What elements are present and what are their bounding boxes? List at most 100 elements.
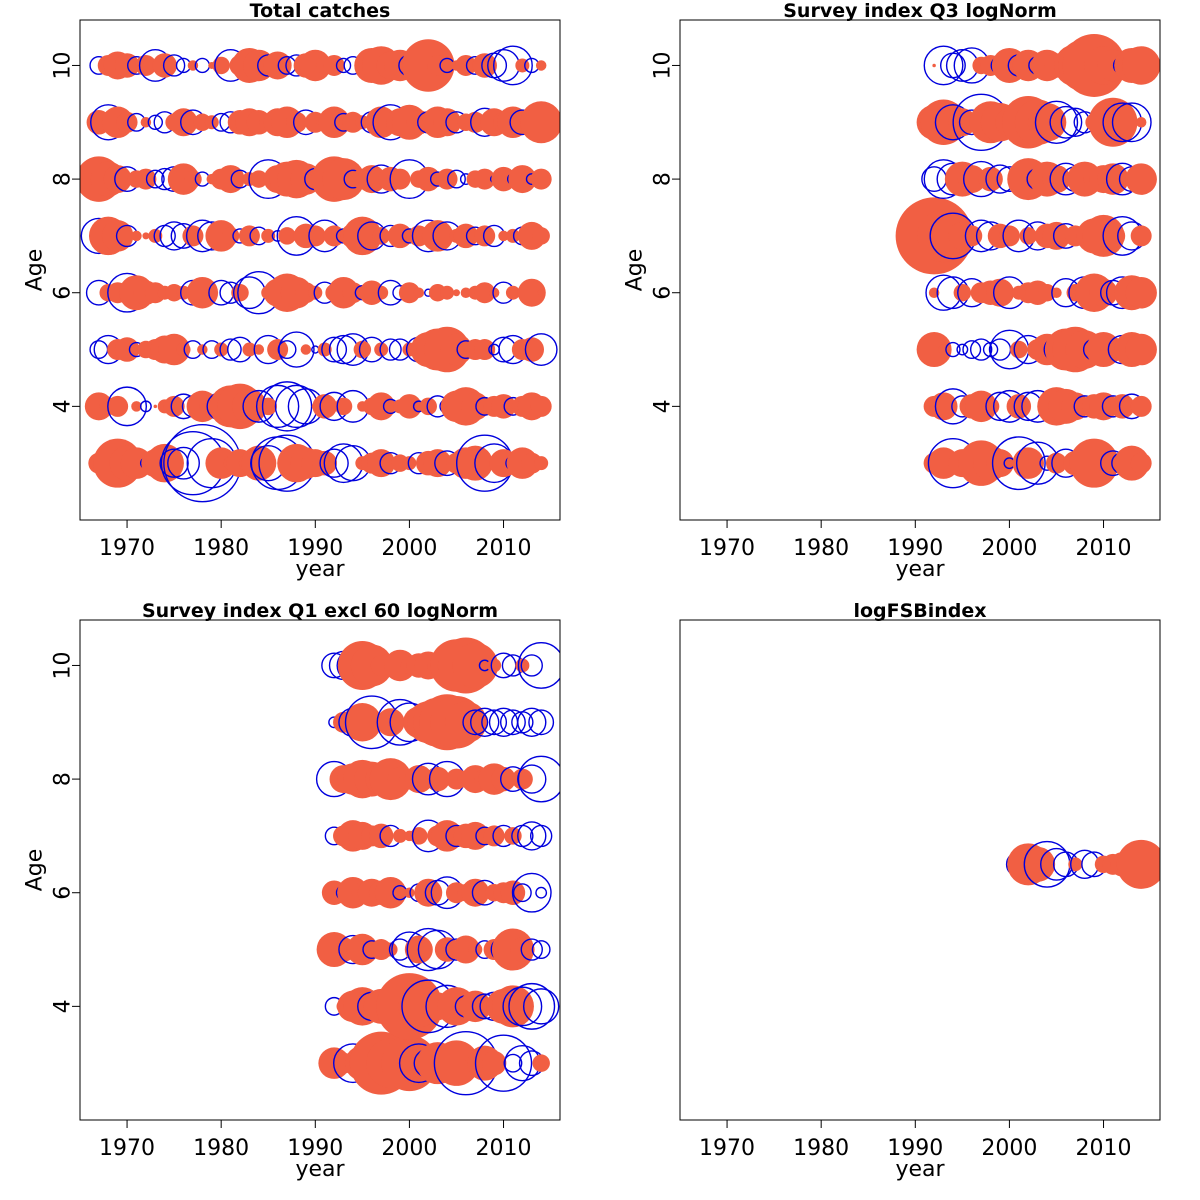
negative-residual-bubble [535,886,548,899]
positive-residual-bubble [1038,283,1056,302]
positive-residual-bubble [334,397,353,416]
positive-residual-bubble [1027,103,1067,142]
y-tick-label: 6 [51,886,76,900]
x-axis-label: year [295,557,345,582]
y-axis-label: Age [23,849,48,892]
bubble-layer [1005,839,1160,889]
y-tick-label: 8 [51,172,76,186]
positive-residual-bubble [1045,452,1067,474]
positive-residual-bubble [474,225,496,247]
negative-residual-bubble [939,52,966,79]
positive-residual-bubble [1110,394,1135,419]
x-tick-label: 2000 [981,1136,1037,1161]
positive-residual-bubble [491,766,516,792]
positive-residual-bubble [169,108,198,137]
negative-residual-bubble [524,333,558,366]
positive-residual-bubble [491,985,534,1028]
positive-residual-bubble [530,395,552,417]
positive-residual-bubble [367,449,396,478]
positive-residual-bubble [517,278,546,307]
positive-residual-bubble [1116,839,1160,889]
positive-residual-bubble [1125,333,1157,366]
positive-residual-bubble [986,449,1014,478]
x-tick-label: 1990 [287,536,343,561]
negative-residual-bubble [470,707,500,737]
plot-frame [79,19,561,521]
negative-residual-bubble [923,45,964,86]
negative-residual-bubble [991,436,1046,491]
positive-residual-bubble [460,287,472,298]
positive-residual-bubble [206,287,218,298]
positive-residual-bubble [285,111,307,133]
positive-residual-bubble [317,342,332,357]
positive-residual-bubble [1089,278,1118,307]
negative-residual-bubble [481,709,508,736]
positive-residual-bubble [419,397,437,416]
positive-residual-bubble [158,333,190,366]
positive-residual-bubble [520,101,560,144]
negative-residual-bubble [447,169,466,189]
positive-residual-bubble [374,342,389,357]
negative-residual-bubble [956,343,969,356]
positive-residual-bubble [393,828,407,843]
y-axis-label: Age [623,249,648,292]
x-tick-label: 1970 [699,536,755,561]
positive-residual-bubble [537,289,545,297]
positive-residual-bubble [981,397,1000,416]
y-axis-label: Age [23,249,48,292]
x-tick-label: 1980 [793,536,849,561]
positive-residual-bubble [242,342,257,357]
positive-residual-bubble [510,937,535,962]
positive-residual-bubble [131,401,142,412]
positive-residual-bubble [343,703,382,742]
x-tick-label: 2010 [1076,1136,1132,1161]
negative-residual-bubble [1111,102,1152,143]
x-axis-label: year [895,1157,945,1182]
positive-residual-bubble [259,397,277,416]
positive-residual-bubble [1051,287,1062,298]
y-tick-label: 6 [51,286,76,300]
positive-residual-bubble [452,642,499,689]
positive-residual-bubble [368,823,394,849]
positive-residual-bubble [1125,163,1157,195]
positive-residual-bubble [451,935,480,964]
positive-residual-bubble [397,394,422,419]
panel-4: logFSBindex 1970 1980 1990 2000 2010 year [679,600,1161,1182]
positive-residual-bubble [103,165,132,194]
y-tick-label: 10 [51,651,76,679]
positive-residual-bubble [953,283,972,302]
x-tick-label: 2000 [381,1136,437,1161]
negative-residual-bubble [520,654,543,677]
positive-residual-bubble [250,170,268,188]
positive-residual-bubble [434,937,460,962]
positive-residual-bubble [402,456,417,471]
y-tick-label: 10 [651,51,676,79]
positive-residual-bubble [107,395,129,417]
positive-residual-bubble [488,287,500,298]
negative-residual-bubble [321,336,348,363]
positive-residual-bubble [101,220,134,252]
bubble-layer [80,39,560,503]
panel-title: Total catches [250,0,391,22]
plot-frame [679,619,1161,1121]
negative-residual-bubble [379,338,402,361]
positive-residual-bubble [1020,846,1056,882]
positive-residual-bubble [986,278,1014,307]
negative-residual-bubble [139,400,152,413]
positive-residual-bubble [497,106,529,139]
positive-residual-bubble [998,225,1020,247]
positive-residual-bubble [343,216,382,256]
positive-residual-bubble [530,168,552,190]
panel-3: Survey index Q1 excl 60 logNorm 1970 1980 1… [23,600,561,1182]
negative-residual-bubble [988,338,1012,361]
x-tick-label: 1970 [99,536,155,561]
positive-residual-bubble [491,166,516,192]
positive-residual-bubble [374,876,407,909]
x-tick-label: 1980 [193,1136,249,1161]
positive-residual-bubble [1042,221,1071,250]
positive-residual-bubble [452,289,460,297]
positive-residual-bubble [1012,447,1044,479]
x-tick-label: 1980 [793,1136,849,1161]
positive-residual-bubble [253,344,265,355]
positive-residual-bubble [498,230,509,242]
